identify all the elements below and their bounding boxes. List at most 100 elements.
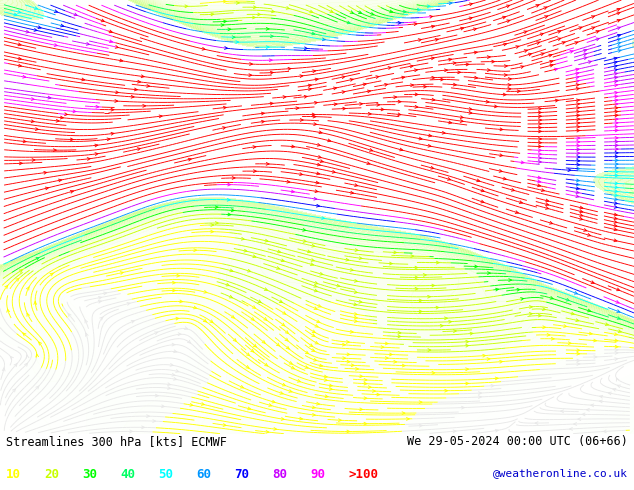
FancyArrowPatch shape xyxy=(315,190,318,193)
FancyArrowPatch shape xyxy=(7,309,10,312)
FancyArrowPatch shape xyxy=(614,198,618,200)
FancyArrowPatch shape xyxy=(276,267,280,270)
FancyArrowPatch shape xyxy=(466,63,469,66)
FancyArrowPatch shape xyxy=(436,261,439,264)
FancyArrowPatch shape xyxy=(45,187,48,190)
FancyArrowPatch shape xyxy=(460,120,463,122)
FancyArrowPatch shape xyxy=(414,23,417,25)
FancyArrowPatch shape xyxy=(354,316,358,319)
FancyArrowPatch shape xyxy=(614,80,618,83)
FancyArrowPatch shape xyxy=(16,278,19,281)
FancyArrowPatch shape xyxy=(618,34,621,37)
FancyArrowPatch shape xyxy=(291,367,294,369)
FancyArrowPatch shape xyxy=(389,262,392,265)
FancyArrowPatch shape xyxy=(576,84,579,86)
FancyArrowPatch shape xyxy=(131,320,134,323)
FancyArrowPatch shape xyxy=(614,206,618,208)
FancyArrowPatch shape xyxy=(242,238,244,240)
FancyArrowPatch shape xyxy=(342,76,345,78)
FancyArrowPatch shape xyxy=(402,76,404,79)
FancyArrowPatch shape xyxy=(577,114,579,117)
FancyArrowPatch shape xyxy=(314,281,318,284)
FancyArrowPatch shape xyxy=(265,239,268,242)
FancyArrowPatch shape xyxy=(388,67,391,70)
FancyArrowPatch shape xyxy=(86,43,89,45)
FancyArrowPatch shape xyxy=(577,125,579,128)
FancyArrowPatch shape xyxy=(185,5,188,8)
FancyArrowPatch shape xyxy=(562,42,565,44)
FancyArrowPatch shape xyxy=(538,145,541,148)
FancyArrowPatch shape xyxy=(560,410,564,413)
FancyArrowPatch shape xyxy=(576,183,579,186)
FancyArrowPatch shape xyxy=(538,184,541,187)
FancyArrowPatch shape xyxy=(193,306,197,309)
FancyArrowPatch shape xyxy=(496,288,498,291)
FancyArrowPatch shape xyxy=(614,333,618,336)
FancyArrowPatch shape xyxy=(314,359,316,361)
FancyArrowPatch shape xyxy=(440,324,443,327)
FancyArrowPatch shape xyxy=(424,273,426,276)
FancyArrowPatch shape xyxy=(312,334,315,337)
FancyArrowPatch shape xyxy=(319,131,322,134)
FancyArrowPatch shape xyxy=(584,57,587,59)
FancyArrowPatch shape xyxy=(385,357,388,360)
FancyArrowPatch shape xyxy=(389,353,392,356)
FancyArrowPatch shape xyxy=(299,417,302,420)
FancyArrowPatch shape xyxy=(543,326,546,329)
FancyArrowPatch shape xyxy=(240,386,243,388)
FancyArrowPatch shape xyxy=(86,333,88,336)
FancyArrowPatch shape xyxy=(127,302,130,305)
FancyArrowPatch shape xyxy=(314,101,318,104)
FancyArrowPatch shape xyxy=(615,106,618,109)
FancyArrowPatch shape xyxy=(495,377,498,380)
FancyArrowPatch shape xyxy=(60,116,63,119)
FancyArrowPatch shape xyxy=(432,98,435,101)
FancyArrowPatch shape xyxy=(276,343,280,346)
FancyArrowPatch shape xyxy=(282,383,285,386)
FancyArrowPatch shape xyxy=(286,346,289,349)
FancyArrowPatch shape xyxy=(596,38,599,41)
FancyArrowPatch shape xyxy=(614,57,617,60)
FancyArrowPatch shape xyxy=(536,42,540,45)
FancyArrowPatch shape xyxy=(577,163,579,166)
FancyArrowPatch shape xyxy=(617,288,619,291)
FancyArrowPatch shape xyxy=(300,75,303,77)
FancyArrowPatch shape xyxy=(381,346,384,348)
FancyArrowPatch shape xyxy=(248,407,250,410)
FancyArrowPatch shape xyxy=(274,428,276,430)
FancyArrowPatch shape xyxy=(359,375,363,378)
FancyArrowPatch shape xyxy=(18,64,22,67)
FancyArrowPatch shape xyxy=(130,430,133,433)
FancyArrowPatch shape xyxy=(103,292,107,295)
FancyArrowPatch shape xyxy=(283,312,286,314)
FancyArrowPatch shape xyxy=(266,431,269,433)
FancyArrowPatch shape xyxy=(577,352,579,355)
FancyArrowPatch shape xyxy=(600,395,603,398)
FancyArrowPatch shape xyxy=(313,406,315,409)
FancyArrowPatch shape xyxy=(577,359,579,362)
Text: 80: 80 xyxy=(273,468,288,481)
FancyArrowPatch shape xyxy=(343,357,346,360)
FancyArrowPatch shape xyxy=(107,138,110,141)
FancyArrowPatch shape xyxy=(55,44,57,47)
FancyArrowPatch shape xyxy=(143,104,146,107)
FancyArrowPatch shape xyxy=(427,5,430,8)
FancyArrowPatch shape xyxy=(617,310,620,313)
FancyArrowPatch shape xyxy=(23,333,26,336)
FancyArrowPatch shape xyxy=(614,76,618,79)
FancyArrowPatch shape xyxy=(258,300,261,302)
FancyArrowPatch shape xyxy=(146,415,150,417)
FancyArrowPatch shape xyxy=(329,384,332,387)
FancyArrowPatch shape xyxy=(577,141,579,143)
FancyArrowPatch shape xyxy=(174,377,176,380)
FancyArrowPatch shape xyxy=(579,214,583,217)
FancyArrowPatch shape xyxy=(545,16,548,18)
FancyArrowPatch shape xyxy=(223,126,226,129)
FancyArrowPatch shape xyxy=(297,380,301,382)
FancyArrowPatch shape xyxy=(264,318,267,320)
FancyArrowPatch shape xyxy=(385,342,388,345)
FancyArrowPatch shape xyxy=(315,324,318,327)
FancyArrowPatch shape xyxy=(615,186,618,189)
FancyArrowPatch shape xyxy=(486,100,489,103)
FancyArrowPatch shape xyxy=(18,57,21,60)
